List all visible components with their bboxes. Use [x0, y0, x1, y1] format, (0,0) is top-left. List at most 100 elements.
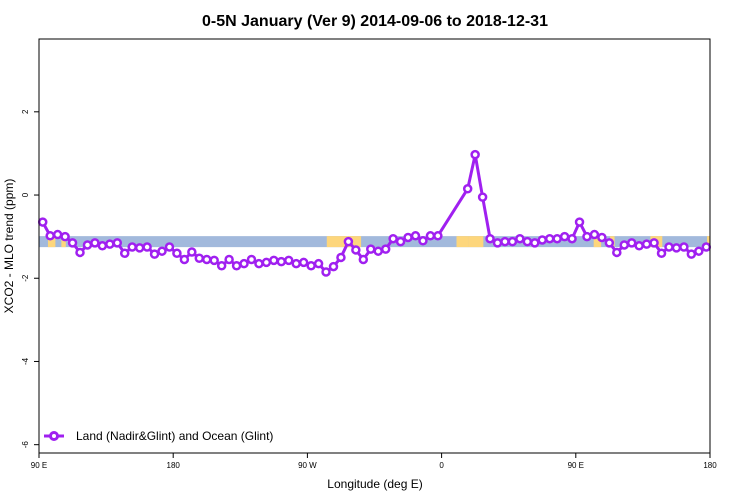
data-point [574, 217, 585, 227]
data-point [626, 238, 637, 248]
data-point [187, 247, 197, 257]
data-point [537, 235, 547, 245]
data-point [552, 233, 562, 244]
data-point [373, 246, 383, 256]
y-axis-ticks: -6 -4 -2 0 2 [21, 109, 39, 448]
data-point [425, 231, 436, 241]
x-axis-ticks: 90 E 180 90 W 0 90 E 180 [31, 453, 717, 470]
data-point [291, 258, 301, 269]
data-point [306, 261, 316, 271]
data-point [679, 242, 689, 252]
data-point [224, 254, 234, 265]
x-tick-label: 180 [703, 461, 717, 470]
data-point [119, 248, 130, 259]
data-point [67, 238, 78, 248]
data-point [634, 241, 644, 251]
data-point [298, 257, 309, 268]
data-point [321, 267, 331, 277]
data-point [403, 232, 413, 243]
data-point [216, 261, 227, 271]
y-tick-label: -4 [21, 357, 30, 365]
data-point [246, 254, 257, 265]
data-point [351, 245, 361, 255]
legend: Land (Nadir&Glint) and Ocean (Glint) [44, 429, 273, 443]
data-point [366, 244, 376, 254]
x-tick-label: 0 [439, 461, 444, 470]
data-point [149, 249, 160, 259]
data-point [313, 258, 324, 269]
data-point [179, 254, 190, 265]
x-tick-label: 90 E [31, 461, 47, 470]
data-point [395, 236, 406, 247]
y-tick-label: -6 [21, 441, 30, 449]
data-point [671, 243, 682, 253]
y-tick-label: -2 [21, 274, 30, 282]
chart-title: 0-5N January (Ver 9) 2014-09-06 to 2018-… [202, 13, 548, 30]
data-point [418, 236, 428, 246]
series-line [41, 153, 708, 274]
data-point [649, 238, 659, 248]
data-point [694, 246, 704, 256]
data-point [202, 254, 212, 265]
x-tick-label: 90 W [298, 461, 317, 470]
data-series [37, 149, 712, 277]
legend-marker-swatch [49, 431, 59, 441]
data-point [142, 242, 152, 252]
data-point [112, 238, 123, 248]
data-point [612, 247, 622, 258]
data-point [127, 242, 137, 252]
data-point [254, 258, 264, 269]
data-point [664, 242, 674, 252]
data-point [686, 249, 697, 259]
x-tick-label: 180 [167, 461, 181, 470]
data-point [45, 231, 55, 241]
data-point [284, 255, 294, 266]
data-point [52, 229, 63, 240]
data-point [597, 232, 607, 243]
data-point [388, 233, 398, 244]
data-point [470, 149, 480, 160]
data-point [433, 231, 443, 241]
x-axis-label: Longitude (deg E) [327, 477, 422, 491]
data-point [604, 238, 615, 248]
data-point [410, 231, 421, 241]
data-point [492, 238, 503, 248]
data-point [276, 256, 287, 267]
data-point [231, 261, 242, 271]
data-point [209, 255, 219, 266]
y-tick-label: 2 [21, 109, 30, 114]
data-point [328, 261, 339, 272]
data-point [97, 241, 108, 251]
data-point [656, 248, 667, 259]
data-point [75, 247, 85, 258]
data-point [500, 236, 510, 247]
data-point [559, 231, 570, 242]
data-point [701, 242, 712, 252]
data-point [589, 229, 600, 240]
data-point [134, 243, 145, 253]
data-point [619, 240, 630, 250]
data-point [60, 231, 70, 242]
data-point [477, 192, 488, 202]
data-point [530, 238, 540, 248]
data-point [522, 236, 533, 247]
data-point [380, 244, 391, 254]
x-tick-label: 90 E [568, 461, 584, 470]
plot-frame [38, 38, 711, 454]
data-point [567, 233, 577, 244]
data-point [105, 239, 115, 249]
y-tick-label: 0 [21, 192, 30, 197]
data-point [544, 233, 555, 244]
data-point [485, 233, 495, 244]
data-point [82, 240, 93, 250]
data-point [641, 239, 652, 249]
data-point [582, 231, 592, 242]
data-point [462, 184, 473, 194]
data-point [269, 255, 279, 266]
data-point [164, 242, 175, 252]
data-point [239, 258, 249, 269]
data-point [194, 253, 205, 264]
data-point [515, 233, 525, 244]
data-point [172, 248, 182, 259]
